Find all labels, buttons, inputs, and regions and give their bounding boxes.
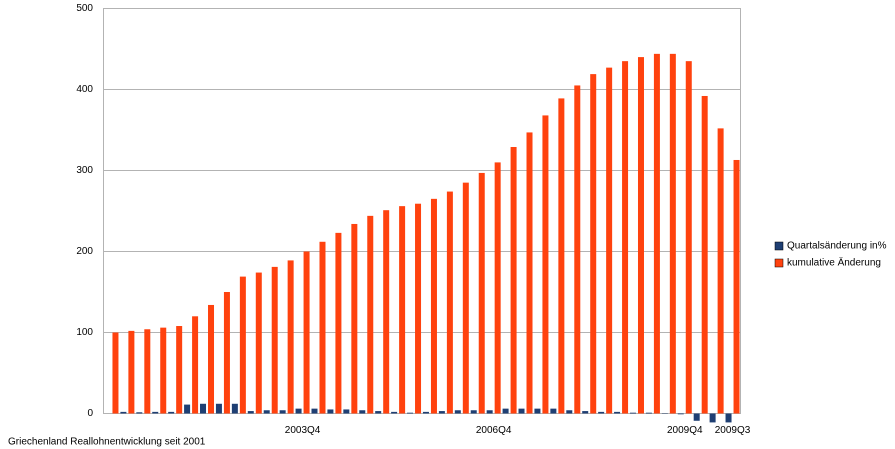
bar [152, 411, 159, 414]
y-tick-label: 400 [76, 84, 93, 95]
plot-frame [103, 8, 741, 414]
bar [215, 403, 222, 414]
bar [184, 404, 191, 414]
annotation: Griechenland Reallohnentwicklung seit 20… [8, 437, 206, 448]
bar [598, 411, 605, 414]
bar [653, 53, 660, 414]
legend-label: Quartalsänderung in% [787, 241, 887, 252]
bar [144, 329, 151, 414]
bar [717, 128, 724, 414]
bar [566, 410, 573, 414]
bar [478, 172, 485, 414]
bar [303, 251, 310, 414]
bar [136, 412, 143, 414]
bar [335, 232, 342, 414]
bar [247, 411, 254, 414]
bar [422, 411, 429, 414]
bar [454, 410, 461, 414]
bar [239, 276, 246, 414]
bar [120, 411, 127, 414]
bar [510, 147, 517, 414]
bar [574, 85, 581, 414]
bar [223, 292, 230, 414]
bar [128, 330, 135, 414]
bar [669, 53, 676, 414]
bar [542, 115, 549, 414]
bar [518, 408, 525, 414]
bar [168, 411, 175, 414]
bar [383, 210, 390, 414]
y-tick-label: 200 [76, 246, 93, 257]
bar [550, 408, 557, 414]
bar [438, 411, 445, 414]
bar [701, 95, 708, 414]
bar [200, 403, 207, 414]
bar [319, 241, 326, 414]
bar [399, 206, 406, 414]
bar [367, 215, 374, 414]
bar [407, 412, 414, 414]
bar [327, 409, 334, 414]
bar [725, 413, 732, 423]
y-tick-label: 100 [76, 327, 93, 338]
bar [287, 260, 294, 414]
bar [462, 182, 469, 414]
bar [375, 411, 382, 414]
bar [176, 326, 183, 414]
bar [255, 272, 262, 414]
bar [685, 61, 692, 414]
bar [351, 223, 358, 414]
bar [446, 191, 453, 414]
y-tick-label: 0 [87, 408, 93, 419]
bar [614, 411, 621, 414]
bar [502, 408, 509, 414]
y-tick-label: 500 [76, 3, 93, 14]
bar [629, 412, 636, 414]
bar [582, 411, 589, 414]
bar [279, 410, 286, 414]
bar [112, 332, 119, 414]
bar [494, 162, 501, 414]
x-tick-label: 2003Q4 [285, 425, 321, 436]
bar [208, 304, 215, 414]
bar [160, 327, 167, 414]
bar [415, 203, 422, 414]
legend-swatch [774, 241, 784, 251]
legend-swatch [774, 258, 784, 268]
bar [391, 411, 398, 414]
bar [359, 410, 366, 414]
bar [192, 316, 199, 414]
bar [430, 198, 437, 414]
bar [231, 403, 238, 414]
bar [311, 408, 318, 414]
bar [271, 266, 278, 414]
bar [343, 409, 350, 414]
bar [526, 132, 533, 414]
y-tick-label: 300 [76, 165, 93, 176]
bar [558, 98, 565, 414]
bar [590, 74, 597, 414]
x-tick-label: 2006Q4 [476, 425, 512, 436]
bar [677, 413, 684, 415]
bar [263, 410, 270, 414]
bar [470, 410, 477, 414]
x-tick-label: 2009Q3 [715, 425, 751, 436]
bar [637, 57, 644, 414]
bar [693, 413, 700, 421]
x-tick-label: 2009Q4 [667, 425, 703, 436]
legend-label: kumulative Änderung [787, 257, 881, 269]
bar [622, 61, 629, 414]
bar [534, 408, 541, 414]
bar [295, 408, 302, 414]
bar [709, 413, 716, 423]
bar [733, 159, 740, 414]
bar [645, 412, 652, 414]
bar [486, 410, 493, 414]
bar [606, 67, 613, 414]
